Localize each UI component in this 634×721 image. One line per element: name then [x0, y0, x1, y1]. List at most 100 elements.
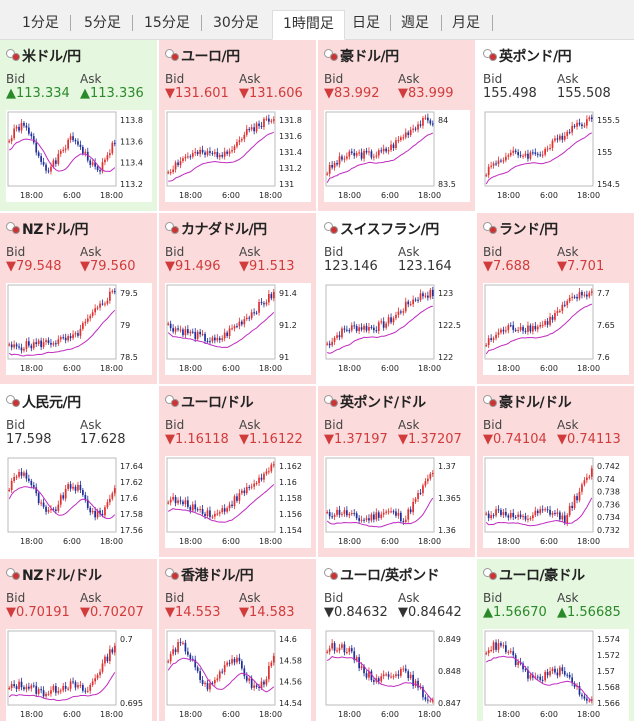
candle	[94, 308, 96, 313]
candle	[187, 500, 189, 507]
candle	[106, 656, 109, 662]
candle	[96, 307, 99, 309]
currency-pair-card[interactable]: NZドル/ドル Bid Ask ▼0.70191 ▼0.70207 0.7 0.695 18:…	[0, 559, 158, 721]
candle	[336, 162, 338, 165]
pair-name[interactable]: 豪ドル/ドル	[499, 395, 572, 411]
currency-pair-card[interactable]: ランド/円 Bid Ask ▼7.688 ▼7.701 7.7 7.65 7.6 18:00 6:…	[477, 213, 634, 385]
pair-name[interactable]: NZドル/ドル	[22, 568, 102, 584]
candle	[563, 515, 566, 524]
price-chart[interactable]: 155.5 155 154.5 18:00 6:00 18:00	[483, 110, 629, 202]
tab-5min[interactable]: 5分足	[84, 15, 121, 31]
pair-name[interactable]: 香港ドル/円	[181, 568, 254, 584]
candle	[28, 686, 30, 689]
candle	[260, 681, 263, 689]
pair-name[interactable]: NZドル/円	[22, 222, 88, 238]
candle	[338, 156, 341, 165]
ask-label: Ask	[80, 72, 102, 86]
candle	[355, 153, 358, 156]
tab-1min[interactable]: 1分足	[22, 15, 59, 31]
price-chart[interactable]: 14.6 14.58 14.56 14.54 18:00 6:00 18:00	[165, 629, 311, 721]
price-chart[interactable]: 84 83.5 18:00 6:00 18:00	[324, 110, 470, 202]
currency-pair-card[interactable]: ユーロ/ドル Bid Ask ▼1.16118 ▼1.16122 1.162 1.16 1.1…	[159, 386, 317, 558]
price-chart[interactable]: 0.7 0.695 18:00 6:00 18:00	[6, 629, 152, 721]
tab-1hour[interactable]: 1時間足	[272, 10, 345, 40]
pair-name[interactable]: カナダドル/円	[181, 222, 267, 238]
pair-name[interactable]: ユーロ/英ポンド	[340, 568, 440, 584]
candle	[253, 685, 255, 688]
candle	[573, 683, 576, 687]
pair-name[interactable]: ランド/円	[499, 222, 558, 238]
currency-pair-card[interactable]: 豪ドル/ドル Bid Ask ▼0.74104 ▼0.74113 0.742 0.74 0.7…	[477, 386, 634, 558]
tab-30min[interactable]: 30分足	[213, 15, 259, 31]
y-tick-label: 113.8	[120, 116, 143, 125]
candle	[536, 326, 539, 330]
pair-name[interactable]: ユーロ/円	[181, 49, 240, 65]
candle	[590, 699, 593, 701]
currency-pair-card[interactable]: スイスフラン/円 Bid Ask 123.146 123.164 123 122.5 122 1…	[318, 213, 476, 385]
candle	[45, 340, 47, 342]
candle	[104, 159, 106, 163]
chart-frame	[325, 630, 435, 706]
price-chart[interactable]: 0.742 0.74 0.738 0.736 0.734 0.732 18:00 6:00 18…	[483, 456, 629, 548]
pair-name[interactable]: 英ポンド/ドル	[340, 395, 426, 411]
ask-label: Ask	[557, 418, 579, 432]
x-tick-label: 6:00	[381, 191, 399, 200]
pair-name[interactable]: ユーロ/ドル	[181, 395, 254, 411]
pair-name[interactable]: ユーロ/豪ドル	[499, 568, 585, 584]
x-tick-label: 18:00	[179, 537, 202, 546]
price-chart[interactable]: 79.5 79 78.5 18:00 6:00 18:00	[6, 283, 152, 375]
candle	[223, 665, 226, 673]
currency-pair-card[interactable]: カナダドル/円 Bid Ask ▼91.496 ▼91.513 91.4 91.2 91 18:…	[159, 213, 317, 385]
candle	[231, 504, 233, 507]
pair-name[interactable]: 米ドル/円	[22, 49, 81, 65]
candle	[385, 674, 387, 676]
candle	[15, 126, 18, 129]
candle	[502, 160, 505, 162]
currency-pair-card[interactable]: 英ポンド/円 Bid Ask 155.498 155.508 155.5 155 154.5 1…	[477, 40, 634, 212]
candle	[527, 518, 529, 520]
currency-pair-card[interactable]: 豪ドル/円 Bid Ask ▼83.992 ▼83.999 84 83.5 18:00 6:00…	[318, 40, 476, 212]
moving-average-line	[327, 305, 433, 354]
price-chart[interactable]: 131.8 131.6 131.4 131.2 131 18:00 6:00 18:00	[165, 110, 311, 202]
candle	[377, 512, 380, 518]
price-chart[interactable]: 123 122.5 122 18:00 6:00 18:00	[324, 283, 470, 375]
currency-pair-card[interactable]: 米ドル/円 Bid Ask ▲113.334 ▲113.336 113.8 113.6 113…	[0, 40, 158, 212]
price-chart[interactable]: 113.8 113.6 113.4 113.2 18:00 6:00 18:00	[6, 110, 152, 202]
tab-15min[interactable]: 15分足	[144, 15, 190, 31]
tab-weekly[interactable]: 週足	[401, 15, 429, 31]
price-chart[interactable]: 1.574 1.572 1.57 1.568 1.566 18:00 6:00 18:00	[483, 629, 629, 721]
candle	[517, 514, 519, 518]
pair-name[interactable]: 人民元/円	[22, 395, 81, 411]
price-chart[interactable]: 0.849 0.848 0.847 18:00 6:00 18:00	[324, 629, 470, 721]
price-chart[interactable]: 1.37 1.365 1.36 18:00 6:00 18:00	[324, 456, 470, 548]
pair-name[interactable]: 豪ドル/円	[340, 49, 399, 65]
pair-name[interactable]: スイスフラン/円	[340, 222, 439, 238]
tab-daily[interactable]: 日足	[352, 15, 380, 31]
currency-pair-card[interactable]: NZドル/円 Bid Ask ▼79.548 ▼79.560 79.5 79 78.5 18:0…	[0, 213, 158, 385]
candle	[13, 344, 15, 348]
currency-pair-card[interactable]: ユーロ/英ポンド Bid Ask ▼0.84632 ▼0.84642 0.849 0.848…	[318, 559, 476, 721]
currency-pair-card[interactable]: 人民元/円 Bid Ask 17.598 17.628 17.64 17.62 17.6 17.…	[0, 386, 158, 558]
currency-pair-card[interactable]: ユーロ/円 Bid Ask ▼131.601 ▼131.606 131.8 131.6 131…	[159, 40, 317, 212]
candle	[245, 128, 248, 135]
currency-pair-card[interactable]: ユーロ/豪ドル Bid Ask ▲1.56670 ▲1.56685 1.574 1.572 1…	[477, 559, 634, 721]
price-chart[interactable]: 91.4 91.2 91 18:00 6:00 18:00	[165, 283, 311, 375]
candle	[556, 672, 559, 676]
y-tick-label: 1.162	[279, 462, 302, 471]
candle	[50, 166, 52, 172]
price-chart[interactable]: 7.7 7.65 7.6 18:00 6:00 18:00	[483, 283, 629, 375]
candle	[563, 304, 566, 306]
currency-pair-card[interactable]: 香港ドル/円 Bid Ask ▼14.553 ▼14.583 14.6 14.58 14.56…	[159, 559, 317, 721]
bid-value: ▼0.74104	[483, 432, 547, 447]
ask-label: Ask	[398, 418, 420, 432]
tab-monthly[interactable]: 月足	[452, 15, 480, 31]
price-chart[interactable]: 1.162 1.16 1.158 1.156 1.154 18:00 6:00 18:00	[165, 456, 311, 548]
pair-name[interactable]: 英ポンド/円	[499, 49, 572, 65]
price-chart[interactable]: 17.64 17.62 17.6 17.58 17.56 18:00 6:00 18:00	[6, 456, 152, 548]
candle	[169, 499, 172, 503]
currency-pair-card[interactable]: 英ポンド/ドル Bid Ask ▼1.37197 ▼1.37207 1.37 1.365 1.…	[318, 386, 476, 558]
candle	[368, 151, 370, 153]
flag-icon	[324, 49, 338, 61]
bid-value: 17.598	[6, 432, 52, 447]
candle	[89, 160, 92, 165]
